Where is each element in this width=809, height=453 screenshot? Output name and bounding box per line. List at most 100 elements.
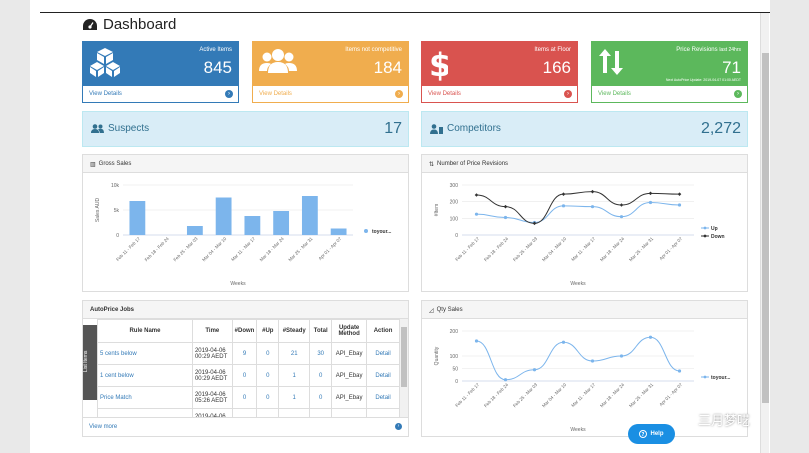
legend-marker: [364, 229, 368, 233]
column-header: Total: [309, 319, 333, 343]
bar: [186, 226, 203, 235]
detail-link[interactable]: Detail: [366, 364, 400, 387]
panel-title: AutoPrice Jobs: [90, 307, 135, 313]
x-tick-label: Apr 01 - Apr 07: [658, 382, 683, 407]
count-link[interactable]: 0: [256, 364, 280, 387]
card-value: 845: [203, 58, 232, 77]
card-value: 71: [722, 58, 741, 77]
column-header: Time: [191, 319, 233, 343]
suspects-label-text: Suspects: [108, 123, 150, 134]
detail-link[interactable]: Detail: [366, 386, 400, 409]
bar: [244, 216, 261, 235]
y-tick-label: 10k: [111, 183, 120, 189]
list-items-tab[interactable]: List Items: [83, 325, 97, 400]
count-link[interactable]: 0: [309, 386, 333, 409]
x-tick-label: Feb 25 - Mar 03: [172, 236, 199, 263]
count-link[interactable]: 0: [309, 364, 333, 387]
svg-text:$: $: [429, 47, 448, 81]
competitors-label-text: Competitors: [447, 123, 501, 134]
data-point: [677, 192, 682, 196]
rule-name-link[interactable]: 1 cent below: [97, 364, 193, 387]
count-link[interactable]: 0: [231, 386, 258, 409]
help-button[interactable]: ? Help: [628, 424, 675, 444]
panel-heading: ◿ Qty Sales: [422, 301, 747, 319]
data-point: [474, 212, 479, 216]
panel-title: Qty Sales: [436, 307, 463, 313]
count-link[interactable]: 0: [231, 408, 258, 417]
gross-sales-chart: 10k 5k 0 Sales AUD Feb 11 - Feb 17 Feb 18 - F…: [95, 183, 392, 287]
y-tick-label: 5k: [114, 208, 120, 214]
suspects-panel[interactable]: Suspects 17: [82, 111, 409, 147]
count-link[interactable]: 0: [309, 408, 333, 417]
panel-heading: ⇅ Number of Price Revisions: [422, 155, 747, 173]
data-point: [561, 192, 566, 196]
panel-heading: ▥ Gross Sales: [83, 155, 408, 173]
table-row: 1 cent below 2019-04-06 00:29 AEDT 0 0 1 0 API…: [97, 364, 400, 387]
page-scrollbar[interactable]: [760, 13, 769, 453]
count-link[interactable]: 0: [231, 364, 258, 387]
competitors-panel[interactable]: Competitors 2,272: [421, 111, 748, 147]
count-link[interactable]: 1: [278, 386, 311, 409]
rule-name-link[interactable]: Price Match: [97, 408, 193, 417]
autoprice-jobs-panel: AutoPrice Jobs List Items Rule Name Time #…: [82, 300, 409, 437]
data-point: [532, 368, 537, 372]
data-point: [677, 369, 682, 373]
x-tick-label: Mar 18 - Mar 24: [599, 236, 626, 263]
data-point: [590, 189, 595, 194]
x-tick-label: Feb 18 - Feb 24: [483, 236, 510, 263]
view-details-link[interactable]: View Details ›: [592, 86, 747, 103]
count-link[interactable]: 0: [256, 386, 280, 409]
page-title-text: Dashboard: [103, 16, 177, 33]
view-details-link[interactable]: View Details ›: [422, 86, 577, 103]
panel-title: Gross Sales: [98, 161, 132, 167]
detail-link[interactable]: Detail: [366, 408, 400, 417]
card-label-text: Price Revisions: [676, 47, 718, 53]
table-scrollbar[interactable]: [400, 319, 408, 417]
time-cell: 2019-04-06 00:29 AEDT: [191, 364, 233, 387]
x-tick-label: Feb 25 - Mar 03: [512, 236, 539, 263]
data-point: [619, 215, 624, 219]
count-link[interactable]: 1: [278, 408, 311, 417]
x-tick-label: Mar 04 - Mar 10: [201, 236, 228, 263]
legend-label: toyour...: [372, 229, 392, 235]
scrollbar-thumb[interactable]: [762, 53, 769, 403]
bar: [301, 196, 318, 235]
count-link[interactable]: 1: [278, 364, 311, 387]
x-axis-label: Weeks: [570, 427, 586, 433]
count-link[interactable]: 0: [256, 408, 280, 417]
card-label: Items not competitive: [345, 47, 402, 53]
data-point: [648, 191, 653, 196]
bar-chart-icon: ▥: [90, 162, 96, 168]
count-link[interactable]: 9: [231, 342, 258, 365]
update-method-cell: API_Ebay: [331, 386, 368, 409]
dollar-icon: $: [429, 47, 448, 81]
view-details-label: View Details: [428, 91, 461, 97]
top-divider: [40, 12, 770, 13]
detail-link[interactable]: Detail: [366, 342, 400, 365]
watermark-text: 三月梦呓: [698, 413, 751, 428]
card-label-suffix: last 24hrs: [719, 47, 741, 53]
count-link[interactable]: 0: [256, 342, 280, 365]
x-tick-label: Feb 11 - Feb 17: [115, 236, 141, 262]
user-tie-icon: [430, 123, 443, 134]
view-details-link[interactable]: View Details ›: [253, 86, 408, 103]
bar: [215, 197, 232, 235]
rule-name-link[interactable]: Price Match: [97, 386, 193, 409]
count-link[interactable]: 30: [309, 342, 333, 365]
view-details-label: View Details: [598, 91, 631, 97]
view-more-link[interactable]: View more ›: [83, 417, 408, 436]
view-details-link[interactable]: View Details ›: [83, 86, 238, 103]
y-tick-label: 50: [452, 367, 458, 373]
column-header: Update Method: [331, 319, 368, 343]
table-scrollbar-thumb[interactable]: [401, 327, 407, 387]
legend-label: toyour...: [711, 375, 731, 381]
svg-text:?: ?: [642, 432, 645, 438]
column-header: #Down: [231, 319, 258, 343]
competitors-label: Competitors: [430, 123, 501, 134]
y-axis-label: #Item: [434, 204, 440, 217]
count-link[interactable]: 21: [278, 342, 311, 365]
rule-name-link[interactable]: 5 cents below: [97, 342, 193, 365]
y-tick-label: 100: [450, 216, 459, 222]
panel-heading: AutoPrice Jobs: [83, 301, 408, 319]
time-cell: 2019-04-06 05:26 AEDT: [191, 408, 233, 417]
